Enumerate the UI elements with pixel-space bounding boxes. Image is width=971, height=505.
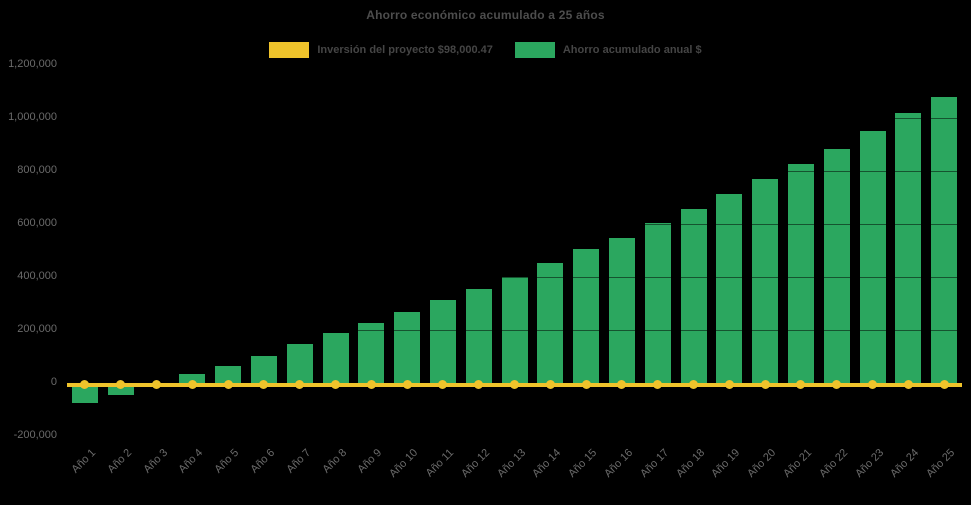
investment-line-bullet[interactable] xyxy=(510,380,519,390)
bar-año-16[interactable] xyxy=(608,237,635,383)
investment-line-bullet[interactable] xyxy=(653,380,663,390)
y-axis-label: -200,000 xyxy=(13,429,57,442)
gridline xyxy=(67,64,962,66)
accumulated-savings-chart: Ahorro económico acumulado a 25 años Inv… xyxy=(0,8,971,480)
legend-swatch-investment xyxy=(269,42,310,58)
y-axis-label: 800,000 xyxy=(17,164,57,177)
gridline xyxy=(67,435,962,437)
bar-año-13[interactable] xyxy=(501,276,528,383)
bar-año-25[interactable] xyxy=(931,96,958,383)
bar-año-22[interactable] xyxy=(823,149,850,383)
bar-año-12[interactable] xyxy=(465,288,492,383)
investment-line-bullet[interactable] xyxy=(689,380,698,390)
bar-año-15[interactable] xyxy=(573,249,600,383)
bar-año-8[interactable] xyxy=(322,333,349,383)
investment-line-bullet[interactable] xyxy=(903,380,913,390)
investment-line-bullet[interactable] xyxy=(295,380,305,390)
legend-swatch-savings xyxy=(514,42,555,58)
bar-año-10[interactable] xyxy=(394,311,421,383)
bar-año-5[interactable] xyxy=(215,365,242,383)
investment-line-bullet[interactable] xyxy=(474,380,484,390)
investment-line-bullet[interactable] xyxy=(331,380,340,390)
bar-año-19[interactable] xyxy=(716,193,743,383)
bar-año-9[interactable] xyxy=(358,322,385,383)
investment-line-bullet[interactable] xyxy=(724,380,734,390)
investment-line-bullet[interactable] xyxy=(259,380,269,390)
legend-item-savings[interactable]: Ahorro acumulado anual $ xyxy=(514,42,702,58)
gridline xyxy=(67,170,962,172)
investment-line-bullet[interactable] xyxy=(80,380,90,390)
gridline xyxy=(67,223,962,225)
bar-año-11[interactable] xyxy=(429,299,456,383)
investment-line-bullet[interactable] xyxy=(796,380,806,390)
bar-año-24[interactable] xyxy=(895,113,922,383)
legend-item-investment[interactable]: Inversión del proyecto $98,000.47 xyxy=(269,42,493,58)
bar-año-4[interactable] xyxy=(179,373,206,383)
y-axis-label: 1,200,000 xyxy=(8,58,57,71)
bar-año-20[interactable] xyxy=(752,179,779,383)
y-axis-label: 0 xyxy=(50,376,57,389)
gridline xyxy=(67,117,962,119)
legend-label-savings: Ahorro acumulado anual $ xyxy=(562,44,702,56)
chart-title: Ahorro económico acumulado a 25 años xyxy=(366,8,605,22)
bar-año-7[interactable] xyxy=(286,343,313,383)
gridline xyxy=(67,329,962,331)
bar-año-14[interactable] xyxy=(537,262,564,383)
gridline xyxy=(67,276,962,278)
bar-año-21[interactable] xyxy=(787,163,814,383)
legend: Inversión del proyecto $98,000.47 Ahorro… xyxy=(0,42,971,58)
investment-line-bullet[interactable] xyxy=(545,380,555,390)
investment-line-bullet[interactable] xyxy=(832,380,842,390)
bar-año-17[interactable] xyxy=(644,222,671,383)
investment-line-bullet[interactable] xyxy=(581,380,591,390)
y-axis-label: 200,000 xyxy=(17,323,57,336)
investment-line-bullet[interactable] xyxy=(402,380,412,390)
legend-label-investment: Inversión del proyecto $98,000.47 xyxy=(317,44,493,56)
investment-line-bullet[interactable] xyxy=(187,380,197,390)
investment-line-bullet[interactable] xyxy=(366,380,376,390)
investment-line-bullet[interactable] xyxy=(939,380,949,390)
investment-line-bullet[interactable] xyxy=(438,380,448,390)
y-axis-label: 1,000,000 xyxy=(8,111,57,124)
y-axis-label: 600,000 xyxy=(17,217,57,230)
investment-line-bullet[interactable] xyxy=(223,380,233,390)
investment-line-bullet[interactable] xyxy=(152,380,161,390)
bar-año-6[interactable] xyxy=(250,355,277,383)
investment-line-bullet[interactable] xyxy=(868,380,877,390)
bar-año-18[interactable] xyxy=(680,208,707,383)
bar-año-1[interactable] xyxy=(71,382,98,403)
investment-line-bullet[interactable] xyxy=(760,380,770,390)
investment-line-bullet[interactable] xyxy=(617,380,627,390)
bar-año-23[interactable] xyxy=(859,131,886,383)
y-axis-label: 400,000 xyxy=(17,270,57,283)
investment-line-bullet[interactable] xyxy=(116,380,126,390)
